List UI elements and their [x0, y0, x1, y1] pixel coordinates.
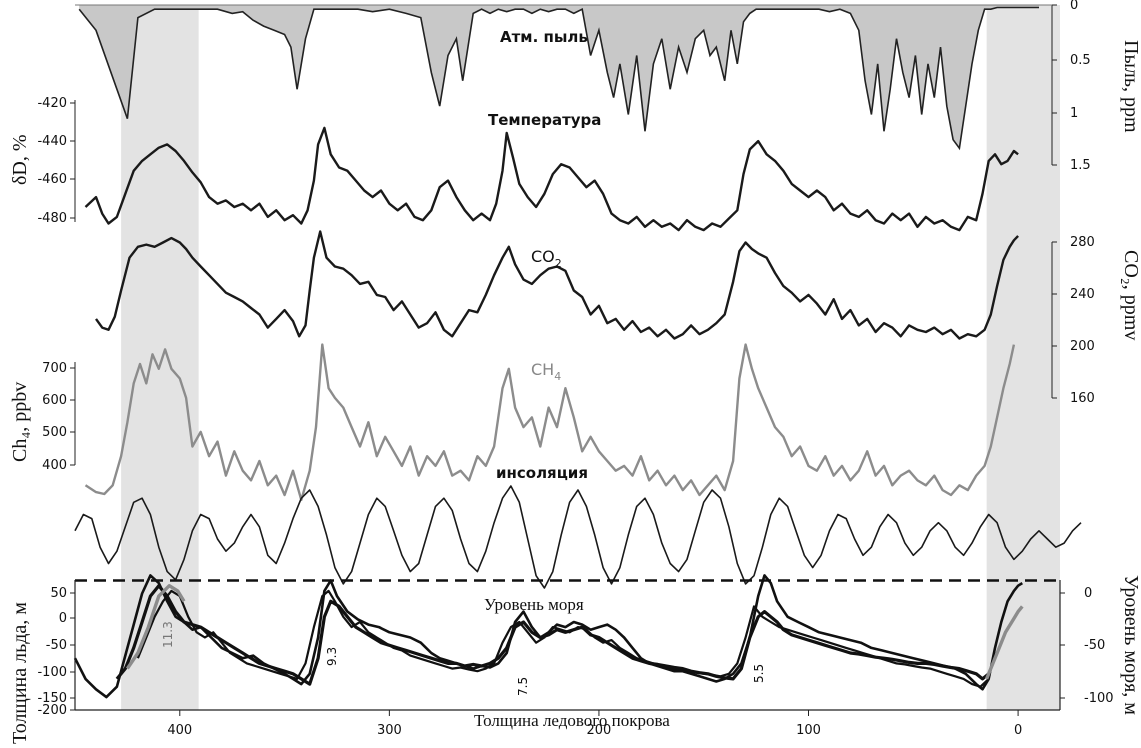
- sea-ice-ytick-label: -150: [37, 691, 67, 706]
- sea-level-ytick-label: -50: [1084, 638, 1105, 653]
- dust-axis-title: Пыль, ppm: [1120, 40, 1141, 133]
- interglacial-band-1: [121, 5, 199, 710]
- sea-ice-ytick-label: 50: [50, 586, 67, 601]
- sea-ice-ytick-label: -100: [37, 665, 67, 680]
- annotation-11-3: 11.3: [161, 621, 175, 648]
- ch4-ytick-label: 700: [42, 361, 67, 376]
- tick-layer: 00.511.5-420-440-460-4802802402001607006…: [37, 0, 1113, 738]
- sea-ice-series-line-1: [73, 574, 1023, 699]
- sea-ice-series-line-3: [115, 584, 990, 686]
- insolation-series-line: [74, 485, 1082, 589]
- dust-ytick-label: 1: [1070, 106, 1078, 121]
- sea-level-label: Уровень моря: [484, 595, 584, 614]
- temperature-series-line: [84, 126, 1019, 232]
- annotation-7-5: 7.5: [516, 677, 530, 696]
- dust-ytick-label: 1.5: [1070, 158, 1091, 173]
- xtick-label: 200: [587, 723, 612, 738]
- sea-level-ytick-label: 0: [1084, 586, 1092, 601]
- sea-ice-series-line-4: [125, 584, 186, 670]
- temperature-ytick-label: -440: [37, 134, 67, 149]
- xtick-label: 0: [1014, 723, 1022, 738]
- ch4-ytick-label: 600: [42, 393, 67, 408]
- sea-axis-title: Уровень моря, м: [1120, 575, 1141, 715]
- sea-level-ytick-label: -100: [1084, 691, 1114, 706]
- ch4-label: CH4: [531, 360, 561, 383]
- dust-ytick-label: 0.5: [1070, 53, 1091, 68]
- interglacial-band-2: [986, 5, 1060, 710]
- temperature-label: Температура: [488, 111, 601, 129]
- co2-label-main: CO: [531, 247, 555, 266]
- annotation-9-3: 9.3: [325, 647, 339, 666]
- dust-fill-area: [79, 5, 1039, 149]
- temperature-ytick-label: -420: [37, 96, 67, 111]
- interglacial-bands: [121, 5, 1060, 710]
- dust-ytick-label: 0: [1070, 0, 1078, 13]
- annotation-5-5: 5.5: [752, 664, 766, 683]
- co2-series-line: [95, 230, 1019, 340]
- co2-label-sub: 2: [555, 257, 562, 270]
- co2-axis-title: CO₂, ppmv: [1120, 250, 1141, 340]
- temperature-ytick-label: -480: [37, 211, 67, 226]
- ch4-series-line: [84, 343, 1016, 502]
- dust-label: Атм. пыль: [500, 28, 588, 46]
- sea-ice-ytick-label: 0: [59, 611, 67, 626]
- xtick-label: 300: [377, 723, 402, 738]
- sea-ice-ytick-label: -200: [37, 703, 67, 718]
- xtick-label: 400: [167, 723, 192, 738]
- ch4-label-main: CH: [531, 360, 554, 379]
- co2-ytick-label: 160: [1070, 391, 1095, 406]
- temperature-ytick-label: -460: [37, 172, 67, 187]
- co2-ytick-label: 280: [1070, 235, 1095, 250]
- ch4-axis-title: Ch₄, ppbv: [9, 382, 31, 462]
- insolation-label: инсоляция: [496, 464, 588, 482]
- sea-ice-ytick-label: -50: [46, 638, 67, 653]
- ch4-label-sub: 4: [554, 370, 561, 383]
- ice-axis-title: Толщина льда, м: [9, 602, 31, 744]
- dust-series-line: [78, 6, 1039, 151]
- co2-ytick-label: 200: [1070, 339, 1095, 354]
- ch4-ytick-label: 500: [42, 425, 67, 440]
- series-layer: [73, 6, 1082, 699]
- co2-label: CO2: [531, 247, 562, 270]
- co2-ytick-label: 240: [1070, 287, 1095, 302]
- xtick-label: 100: [796, 723, 821, 738]
- sea-ice-series-line-5: [985, 605, 1024, 680]
- ice-thickness-label: Толщина ледового покрова: [474, 711, 670, 730]
- dD-axis-title: δD, %: [9, 134, 31, 185]
- dust-area: [79, 5, 1039, 149]
- ch4-ytick-label: 400: [42, 458, 67, 473]
